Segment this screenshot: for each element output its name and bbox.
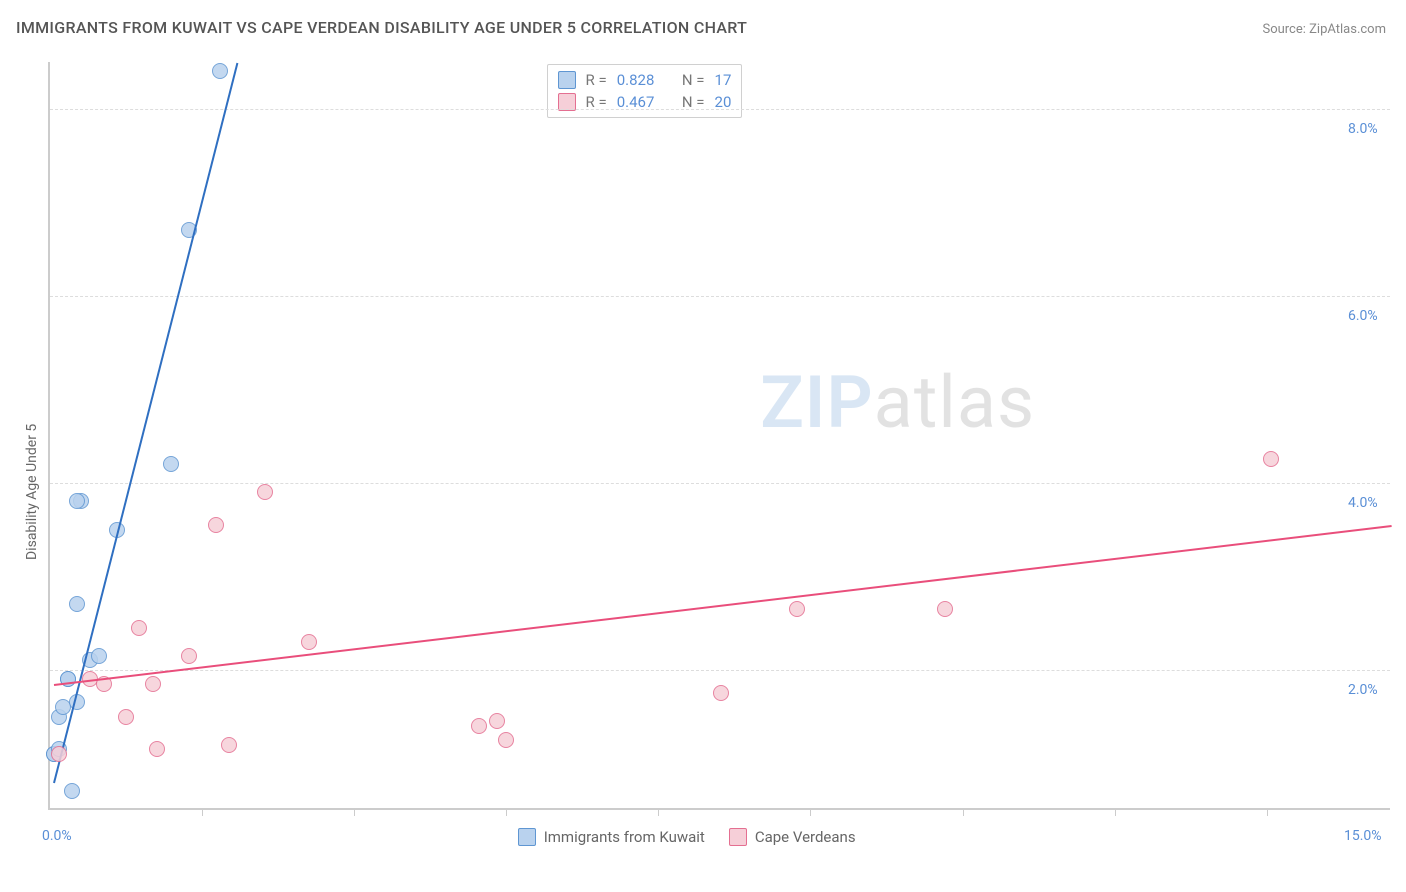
watermark-bold: ZIP: [760, 360, 873, 445]
source-attribution: Source: ZipAtlas.com: [1262, 22, 1386, 37]
x-tick: [1115, 808, 1116, 816]
data-point: [64, 783, 80, 799]
legend-label: Immigrants from Kuwait: [544, 828, 705, 846]
y-tick-label: 6.0%: [1348, 308, 1378, 324]
data-point: [145, 676, 161, 692]
legend-swatch-kuwait: [558, 71, 576, 89]
data-point: [789, 601, 805, 617]
legend-item-capeverde: Cape Verdeans: [729, 828, 856, 846]
x-axis-min-label: 0.0%: [42, 828, 72, 844]
gridline: [50, 670, 1390, 671]
data-point: [69, 596, 85, 612]
x-tick: [354, 808, 355, 816]
watermark-rest: atlas: [874, 360, 1036, 445]
x-tick: [963, 808, 964, 816]
data-point: [51, 746, 67, 762]
data-point: [301, 634, 317, 650]
legend-stats: R = 0.828 N = 17 R = 0.467 N = 20: [547, 64, 743, 118]
n-value: 17: [715, 71, 732, 89]
source-prefix: Source:: [1262, 22, 1309, 37]
x-tick: [658, 808, 659, 816]
x-tick: [202, 808, 203, 816]
data-point: [471, 718, 487, 734]
gridline: [50, 296, 1390, 297]
plot-area: ZIPatlas R = 0.828 N = 17 R = 0.467 N = …: [48, 62, 1390, 810]
y-tick-label: 2.0%: [1348, 682, 1378, 698]
legend-swatch-kuwait: [518, 828, 536, 846]
x-tick: [810, 808, 811, 816]
data-point: [498, 732, 514, 748]
data-point: [489, 713, 505, 729]
y-axis-label: Disability Age Under 5: [24, 424, 40, 560]
y-tick-label: 8.0%: [1348, 121, 1378, 137]
source-link[interactable]: ZipAtlas.com: [1309, 22, 1386, 37]
gridline: [50, 483, 1390, 484]
data-point: [163, 456, 179, 472]
gridline: [50, 109, 1390, 110]
data-point: [91, 648, 107, 664]
data-point: [212, 63, 228, 79]
y-tick-label: 4.0%: [1348, 495, 1378, 511]
watermark: ZIPatlas: [760, 360, 1035, 445]
r-value: 0.828: [617, 71, 655, 89]
n-label: N =: [682, 71, 705, 89]
data-point: [937, 601, 953, 617]
legend-item-kuwait: Immigrants from Kuwait: [518, 828, 705, 846]
legend-stats-row: R = 0.828 N = 17: [558, 69, 732, 91]
data-point: [221, 737, 237, 753]
data-point: [257, 484, 273, 500]
trend-line: [53, 63, 238, 783]
x-tick: [1267, 808, 1268, 816]
data-point: [69, 493, 85, 509]
x-tick: [506, 808, 507, 816]
data-point: [118, 709, 134, 725]
x-axis-max-label: 15.0%: [1344, 828, 1382, 844]
data-point: [181, 648, 197, 664]
data-point: [1263, 451, 1279, 467]
legend-label: Cape Verdeans: [755, 828, 856, 846]
data-point: [149, 741, 165, 757]
chart-container: IMMIGRANTS FROM KUWAIT VS CAPE VERDEAN D…: [0, 0, 1406, 892]
legend-series: Immigrants from Kuwait Cape Verdeans: [518, 828, 856, 846]
r-label: R =: [586, 71, 607, 89]
chart-title: IMMIGRANTS FROM KUWAIT VS CAPE VERDEAN D…: [16, 18, 747, 37]
trend-line: [54, 525, 1392, 686]
data-point: [131, 620, 147, 636]
data-point: [208, 517, 224, 533]
legend-swatch-capeverde: [729, 828, 747, 846]
data-point: [713, 685, 729, 701]
